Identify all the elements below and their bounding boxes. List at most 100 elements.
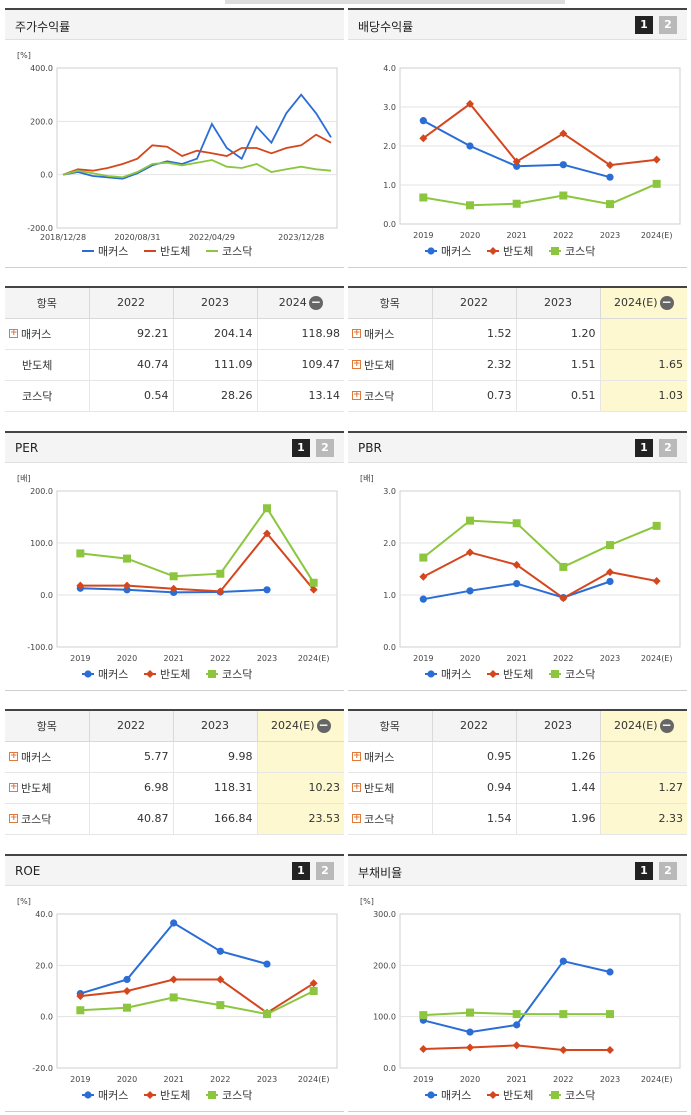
x-tick-label: 2021	[506, 1075, 526, 1084]
row-label-cell[interactable]: 코스닥	[5, 380, 89, 412]
legend-label: 매커스	[441, 668, 471, 681]
row-label-cell[interactable]: + 코스닥	[5, 803, 89, 835]
row-label-cell[interactable]: + 매커스	[5, 741, 89, 773]
row-label: 매커스	[364, 750, 395, 764]
legend-label: 매커스	[98, 668, 128, 681]
roe-chart: [%] 40.0 20.0 0.0 -20.0 2019 2020 2021 2022 2023 2…	[17, 897, 338, 1102]
row-label: 코스닥	[22, 389, 53, 403]
data-point	[559, 562, 568, 571]
table-cell: 1.03	[599, 380, 687, 412]
expand-icon[interactable]: +	[352, 813, 361, 823]
data-point	[606, 1010, 614, 1019]
page-1-button[interactable]: 1	[635, 862, 653, 880]
data-point	[309, 979, 318, 988]
table-cell: 0.54	[88, 380, 173, 412]
series-line	[422, 102, 657, 167]
y-unit-label: [%]	[17, 51, 31, 60]
page-2-button[interactable]: 2	[316, 862, 334, 880]
page-1-button[interactable]: 1	[292, 439, 310, 457]
row-label-cell[interactable]: + 코스닥	[348, 380, 432, 412]
y-unit-label: [배]	[360, 474, 374, 483]
row-label-cell[interactable]: + 매커스	[5, 318, 89, 350]
table-cell: 1.65	[599, 349, 687, 381]
row-label-cell[interactable]: 반도체	[5, 349, 89, 381]
page-1-button[interactable]: 1	[635, 16, 653, 34]
expand-icon[interactable]: +	[9, 751, 18, 761]
row-label: 코스닥	[21, 812, 52, 826]
collapse-icon[interactable]: −	[659, 717, 674, 733]
row-label-cell[interactable]: + 반도체	[348, 772, 432, 804]
x-tick-label: 2022	[553, 654, 573, 663]
data-point	[559, 594, 568, 603]
data-point	[652, 179, 661, 188]
column-header: 항목	[5, 710, 89, 742]
table-cell: 204.14	[172, 318, 257, 350]
collapse-icon[interactable]: −	[308, 294, 323, 310]
page-1-button[interactable]: 1	[292, 862, 310, 880]
x-tick-label: 2019	[413, 231, 433, 240]
data-point	[652, 521, 661, 530]
series-line	[62, 133, 332, 176]
expand-icon[interactable]: +	[352, 359, 361, 369]
collapse-icon[interactable]: −	[659, 294, 674, 310]
row-label-cell[interactable]: + 반도체	[348, 349, 432, 381]
x-tick-label: 2019	[70, 654, 90, 663]
x-tick-label: 2023	[600, 654, 620, 663]
expand-icon[interactable]: +	[9, 782, 18, 792]
panel-title: PBR	[358, 441, 382, 455]
table-cell: 13.14	[256, 380, 344, 412]
row-label-cell[interactable]: + 반도체	[5, 772, 89, 804]
column-header-label: 항목	[36, 296, 57, 310]
page-2-button[interactable]: 2	[659, 439, 677, 457]
plot-frame	[399, 913, 681, 1069]
legend-label: 매커스	[441, 245, 471, 258]
price-return-table: 항목 2022 2023 2024− + 매커스 92.21 204.14 118.98 반도체 4…	[5, 286, 344, 412]
page-2-button[interactable]: 2	[316, 439, 334, 457]
page-2-button[interactable]: 2	[659, 16, 677, 34]
table-cell: 109.47	[256, 349, 344, 381]
dividend-yield-chart: 4.0 3.0 2.0 1.0 0.0 2019 2020 2021 2022 2023 2024(…	[383, 64, 681, 258]
row-label-cell[interactable]: + 매커스	[348, 318, 432, 350]
column-header: 2024−	[256, 287, 344, 319]
series-line	[80, 506, 315, 584]
expand-icon[interactable]: +	[352, 751, 361, 761]
x-tick-label: 2019	[413, 654, 433, 663]
x-tick-label: 2023	[257, 654, 277, 663]
column-header: 2023	[515, 710, 600, 742]
data-point	[466, 1028, 474, 1036]
expand-icon[interactable]: +	[9, 813, 18, 823]
x-tick-label: 2020	[117, 654, 137, 663]
y-tick-label: 2.0	[383, 142, 396, 151]
panel-header: 주가수익률	[5, 10, 344, 40]
expand-icon[interactable]: +	[352, 390, 361, 400]
column-header-label: 항목	[36, 719, 57, 733]
row-label-cell[interactable]: + 매커스	[348, 741, 432, 773]
table-row: + 매커스 1.52 1.20	[348, 318, 687, 350]
expand-icon[interactable]: +	[9, 328, 18, 338]
panel-title: 부채비율	[358, 866, 403, 880]
collapse-icon[interactable]: −	[316, 717, 331, 733]
column-header-label: 2024(E)	[270, 718, 315, 732]
expand-icon[interactable]: +	[352, 782, 361, 792]
data-point	[263, 960, 271, 968]
table-cell: 118.98	[256, 318, 344, 350]
data-point	[466, 201, 474, 210]
data-point	[170, 919, 178, 927]
legend-label: 코스닥	[222, 245, 252, 258]
page-2-button[interactable]: 2	[659, 862, 677, 880]
y-tick-label: 3.0	[383, 487, 396, 496]
table-cell: 1.27	[599, 772, 687, 804]
row-label: 매커스	[364, 327, 395, 341]
page-1-button[interactable]: 1	[635, 439, 653, 457]
data-point	[123, 975, 131, 984]
row-label-cell[interactable]: + 코스닥	[348, 803, 432, 835]
data-point	[512, 519, 521, 528]
column-header-label: 2024(E)	[613, 718, 658, 732]
y-tick-label: 100.0	[373, 1013, 396, 1022]
x-tick-label: 2022	[210, 654, 230, 663]
expand-icon[interactable]: +	[352, 328, 361, 338]
series-line	[80, 531, 315, 593]
table-cell: 23.53	[256, 803, 344, 835]
table-cell	[256, 741, 344, 773]
data-point	[76, 581, 85, 590]
